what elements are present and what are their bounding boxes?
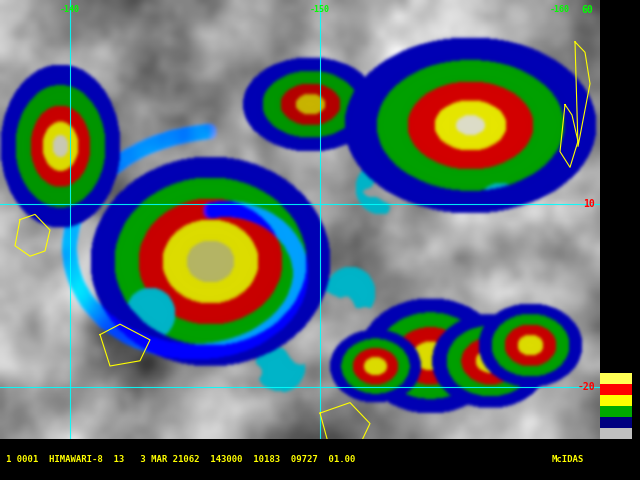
Text: -150: -150	[310, 5, 330, 14]
Text: -160: -160	[550, 5, 570, 14]
Text: -20: -20	[577, 382, 595, 392]
Bar	[600, 384, 632, 396]
Text: 10: 10	[583, 199, 595, 209]
Text: 60: 60	[581, 5, 593, 15]
Text: 1 0001  HIMAWARI-8  13   3 MAR 21062  143000  10183  09727  01.00: 1 0001 HIMAWARI-8 13 3 MAR 21062 143000 …	[6, 455, 355, 464]
Bar	[600, 406, 632, 417]
Text: McIDAS: McIDAS	[552, 455, 584, 464]
Bar	[600, 396, 632, 406]
Bar	[600, 373, 632, 384]
Bar	[600, 428, 632, 439]
Text: -140: -140	[60, 5, 80, 14]
Bar	[600, 417, 632, 428]
